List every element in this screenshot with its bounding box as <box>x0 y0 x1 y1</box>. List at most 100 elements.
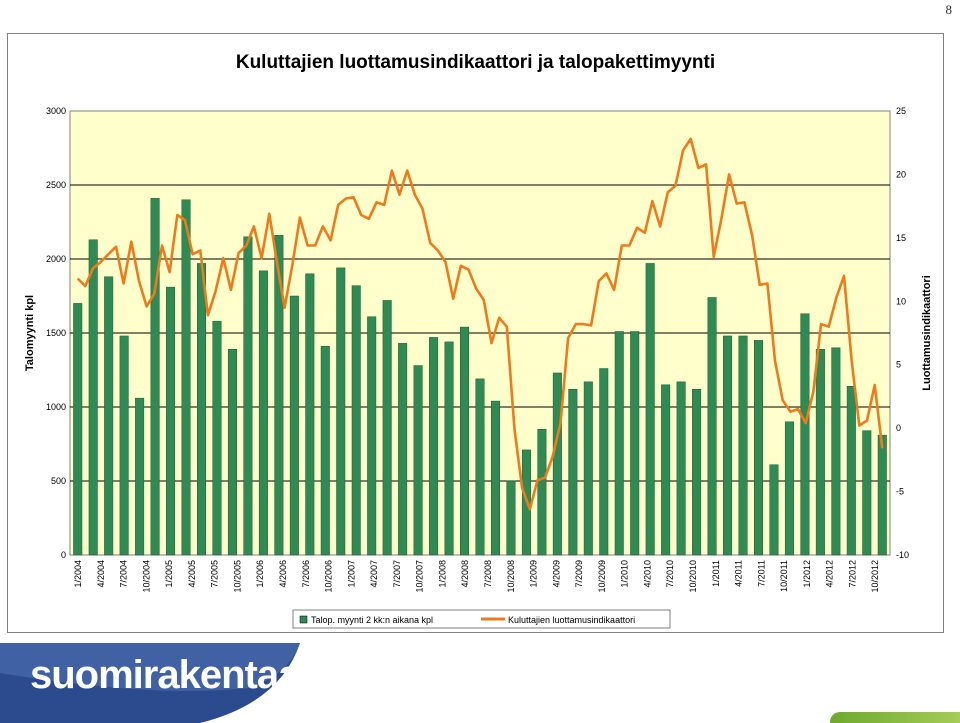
logo-text: suomirakentaa.fi <box>30 653 333 697</box>
legend: Talop. myynti 2 kk:n aikana kpl Kuluttaj… <box>292 609 671 629</box>
x-tick-label: 7/2008 <box>483 560 493 588</box>
bar <box>212 320 222 556</box>
y-axis-label: Talomyynti kpl <box>24 295 36 371</box>
y2-tick-label: 25 <box>896 106 906 116</box>
x-axis-ticks: 1/2004 4/2004 7/2004 10/2004 1/2005 4/2005 7/2… <box>73 560 880 593</box>
bar <box>460 326 470 556</box>
bar <box>661 384 671 556</box>
bar <box>537 428 547 556</box>
x-tick-label: 4/2008 <box>460 560 470 588</box>
bar <box>645 263 655 556</box>
y2-tick-label: -5 <box>896 487 904 497</box>
x-tick-label: 4/2005 <box>187 560 197 588</box>
bar <box>336 267 346 556</box>
bar <box>769 464 779 556</box>
x-tick-label: 1/2007 <box>346 560 356 588</box>
bar <box>583 381 593 556</box>
bar <box>243 236 253 556</box>
bar <box>73 303 83 556</box>
line-path <box>76 137 884 511</box>
x-tick-label: 4/2009 <box>551 560 561 588</box>
x-tick-label: 7/2010 <box>665 560 675 588</box>
x-tick-label: 10/2009 <box>597 560 607 593</box>
left-axis-ticks: 0 500 1000 1500 2000 2500 3000 <box>46 106 66 560</box>
x-tick-label: 4/2011 <box>734 560 744 587</box>
brand-logo: suomirakentaa.fi <box>0 643 333 723</box>
page-number: 8 <box>945 2 953 17</box>
logo-shape <box>0 643 300 723</box>
leaf-decoration <box>830 712 960 723</box>
bar <box>707 297 717 556</box>
bar <box>227 349 237 556</box>
bar <box>831 347 841 556</box>
bar <box>784 421 794 556</box>
y2-tick-label: 10 <box>896 296 906 306</box>
y-tick-label: 500 <box>51 476 66 486</box>
x-tick-label: 1/2008 <box>437 560 447 588</box>
y2-tick-label: 0 <box>896 423 901 433</box>
right-axis-ticks: -10 -5 0 5 10 15 20 25 <box>896 106 909 560</box>
x-tick-label: 10/2008 <box>506 560 516 593</box>
bar <box>150 198 160 556</box>
x-tick-label: 1/2011 <box>711 560 721 587</box>
x-tick-label: 1/2010 <box>620 560 630 588</box>
bar <box>274 235 284 556</box>
x-tick-label: 10/2011 <box>779 560 789 592</box>
x-tick-label: 4/2007 <box>369 560 379 588</box>
chart-frame: Kuluttajien luottamusindikaattori ja tal… <box>7 33 944 633</box>
x-tick-label: 4/2006 <box>278 560 288 588</box>
y2-axis-label: Luottamusindikaattori <box>921 275 933 391</box>
bar <box>429 337 439 556</box>
x-tick-label: 7/2009 <box>574 560 584 588</box>
bar <box>815 349 825 556</box>
x-tick-label: 4/2004 <box>96 560 106 588</box>
x-tick-label: 7/2004 <box>119 560 129 588</box>
x-tick-label: 10/2006 <box>324 560 334 593</box>
bar <box>599 368 609 556</box>
x-tick-label: 1/2006 <box>255 560 265 588</box>
x-tick-label: 7/2006 <box>301 560 311 588</box>
chart-svg: 0 500 1000 1500 2000 2500 3000 -10 -5 0 5 10 15 20 25… <box>24 106 933 629</box>
bar <box>614 331 624 556</box>
x-tick-label: 7/2011 <box>756 560 766 587</box>
x-tick-label: 10/2007 <box>415 560 425 593</box>
x-tick-label: 7/2005 <box>210 560 220 588</box>
x-tick-label: 10/2004 <box>141 560 151 593</box>
bar <box>413 365 423 556</box>
bar <box>490 400 500 556</box>
bar <box>506 480 516 556</box>
y2-tick-label: 20 <box>896 169 906 179</box>
bar <box>351 285 361 556</box>
legend-line-label: Kuluttajien luottamusindikaattori <box>508 615 635 625</box>
bar <box>753 340 763 556</box>
bar <box>289 295 299 556</box>
y-tick-label: 3000 <box>46 106 66 116</box>
legend-bar-swatch <box>299 615 308 624</box>
bar <box>382 300 392 556</box>
x-tick-label: 7/2012 <box>847 560 857 588</box>
y-tick-label: 2000 <box>46 254 66 264</box>
x-tick-label: 1/2004 <box>73 560 83 588</box>
x-tick-label: 7/2007 <box>392 560 402 588</box>
bar <box>444 341 454 556</box>
bar <box>135 397 145 556</box>
y-tick-label: 1500 <box>46 328 66 338</box>
bar <box>475 378 485 556</box>
bar <box>800 313 810 556</box>
bar <box>166 286 176 556</box>
bar <box>723 335 733 556</box>
bar <box>630 331 640 556</box>
bar <box>197 263 207 556</box>
bar <box>305 273 315 556</box>
y-tick-label: 0 <box>61 550 66 560</box>
bar <box>258 270 268 556</box>
y-tick-label: 2500 <box>46 180 66 190</box>
bar <box>88 239 98 556</box>
bar <box>181 199 191 556</box>
y2-tick-label: 15 <box>896 233 906 243</box>
x-tick-label: 4/2012 <box>825 560 835 588</box>
y2-tick-label: 5 <box>896 360 901 370</box>
x-tick-label: 1/2009 <box>529 560 539 588</box>
bar <box>552 372 562 556</box>
bar-series <box>73 198 887 556</box>
